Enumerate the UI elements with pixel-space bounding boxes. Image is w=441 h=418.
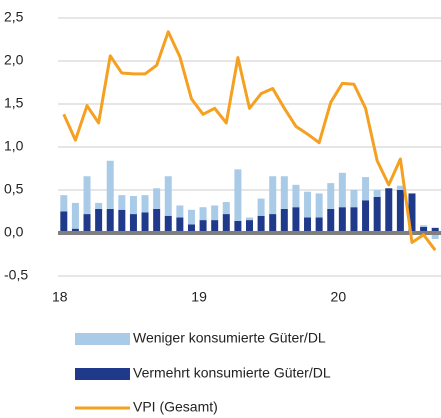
x-tick-label: 18 — [52, 289, 68, 305]
legend-label: Weniger konsumierte Güter/DL — [133, 330, 326, 346]
bar — [280, 208, 288, 233]
y-tick-label: 2,5 — [4, 9, 24, 25]
bar — [420, 225, 428, 227]
bar — [269, 176, 277, 215]
bar — [141, 212, 149, 233]
bar — [257, 215, 265, 233]
bar — [280, 176, 288, 209]
bar — [153, 188, 161, 209]
bar — [292, 184, 300, 208]
bar — [71, 202, 79, 229]
y-tick-label: 2,0 — [4, 52, 24, 68]
bar — [350, 190, 358, 208]
bar — [338, 207, 346, 233]
legend-label: Vermehrt konsumierte Güter/DL — [133, 365, 331, 381]
bar — [199, 220, 207, 233]
bar — [222, 202, 230, 215]
legend-label: VPI (Gesamt) — [133, 399, 218, 415]
bar — [211, 220, 219, 233]
bar — [269, 214, 277, 233]
bar — [71, 228, 79, 233]
y-tick-label: -0,5 — [4, 267, 28, 283]
bar — [362, 177, 370, 201]
y-tick-label: 1,5 — [4, 95, 24, 111]
bar — [60, 195, 68, 212]
bar — [164, 176, 172, 216]
bar — [199, 207, 207, 221]
bar — [373, 190, 381, 197]
bar — [292, 207, 300, 233]
y-tick-label: 1,0 — [4, 138, 24, 154]
bar — [118, 209, 126, 233]
bar — [60, 211, 68, 233]
x-tick-label: 20 — [331, 289, 347, 305]
bar — [396, 190, 404, 233]
bar — [129, 214, 137, 233]
bar — [106, 160, 114, 209]
bar — [327, 183, 335, 209]
bar — [129, 196, 137, 215]
bar — [431, 233, 439, 240]
bar — [246, 220, 253, 233]
bar — [176, 205, 184, 218]
bar — [385, 188, 393, 233]
line — [62, 30, 437, 252]
bar — [350, 207, 358, 233]
bar — [83, 176, 91, 215]
x-tick-label: 19 — [191, 289, 207, 305]
bar — [234, 169, 242, 221]
legend-swatch — [75, 368, 130, 380]
bar — [176, 217, 184, 233]
bar — [187, 224, 195, 233]
bar — [396, 185, 404, 190]
bar — [106, 208, 114, 233]
bar — [118, 195, 126, 210]
bar — [187, 209, 195, 225]
bar — [141, 195, 149, 213]
bar — [373, 196, 381, 233]
bar — [315, 217, 323, 233]
bar — [420, 226, 428, 233]
y-tick-label: 0,0 — [4, 224, 24, 240]
bar — [408, 193, 416, 233]
bar — [431, 227, 439, 233]
bar — [234, 220, 242, 233]
bar — [327, 208, 335, 233]
bar — [222, 214, 230, 233]
bar — [304, 191, 312, 218]
y-tick-label: 0,5 — [4, 181, 24, 197]
bar — [304, 217, 312, 233]
bar — [362, 200, 370, 233]
bar — [95, 202, 103, 209]
bar — [246, 217, 253, 221]
bar — [95, 208, 103, 233]
bar — [315, 193, 323, 218]
legend-swatch — [75, 333, 130, 345]
bar — [338, 172, 346, 208]
bar — [153, 208, 161, 233]
bar — [83, 214, 91, 233]
bar — [164, 215, 172, 233]
bar — [211, 205, 219, 221]
bar — [257, 198, 265, 216]
